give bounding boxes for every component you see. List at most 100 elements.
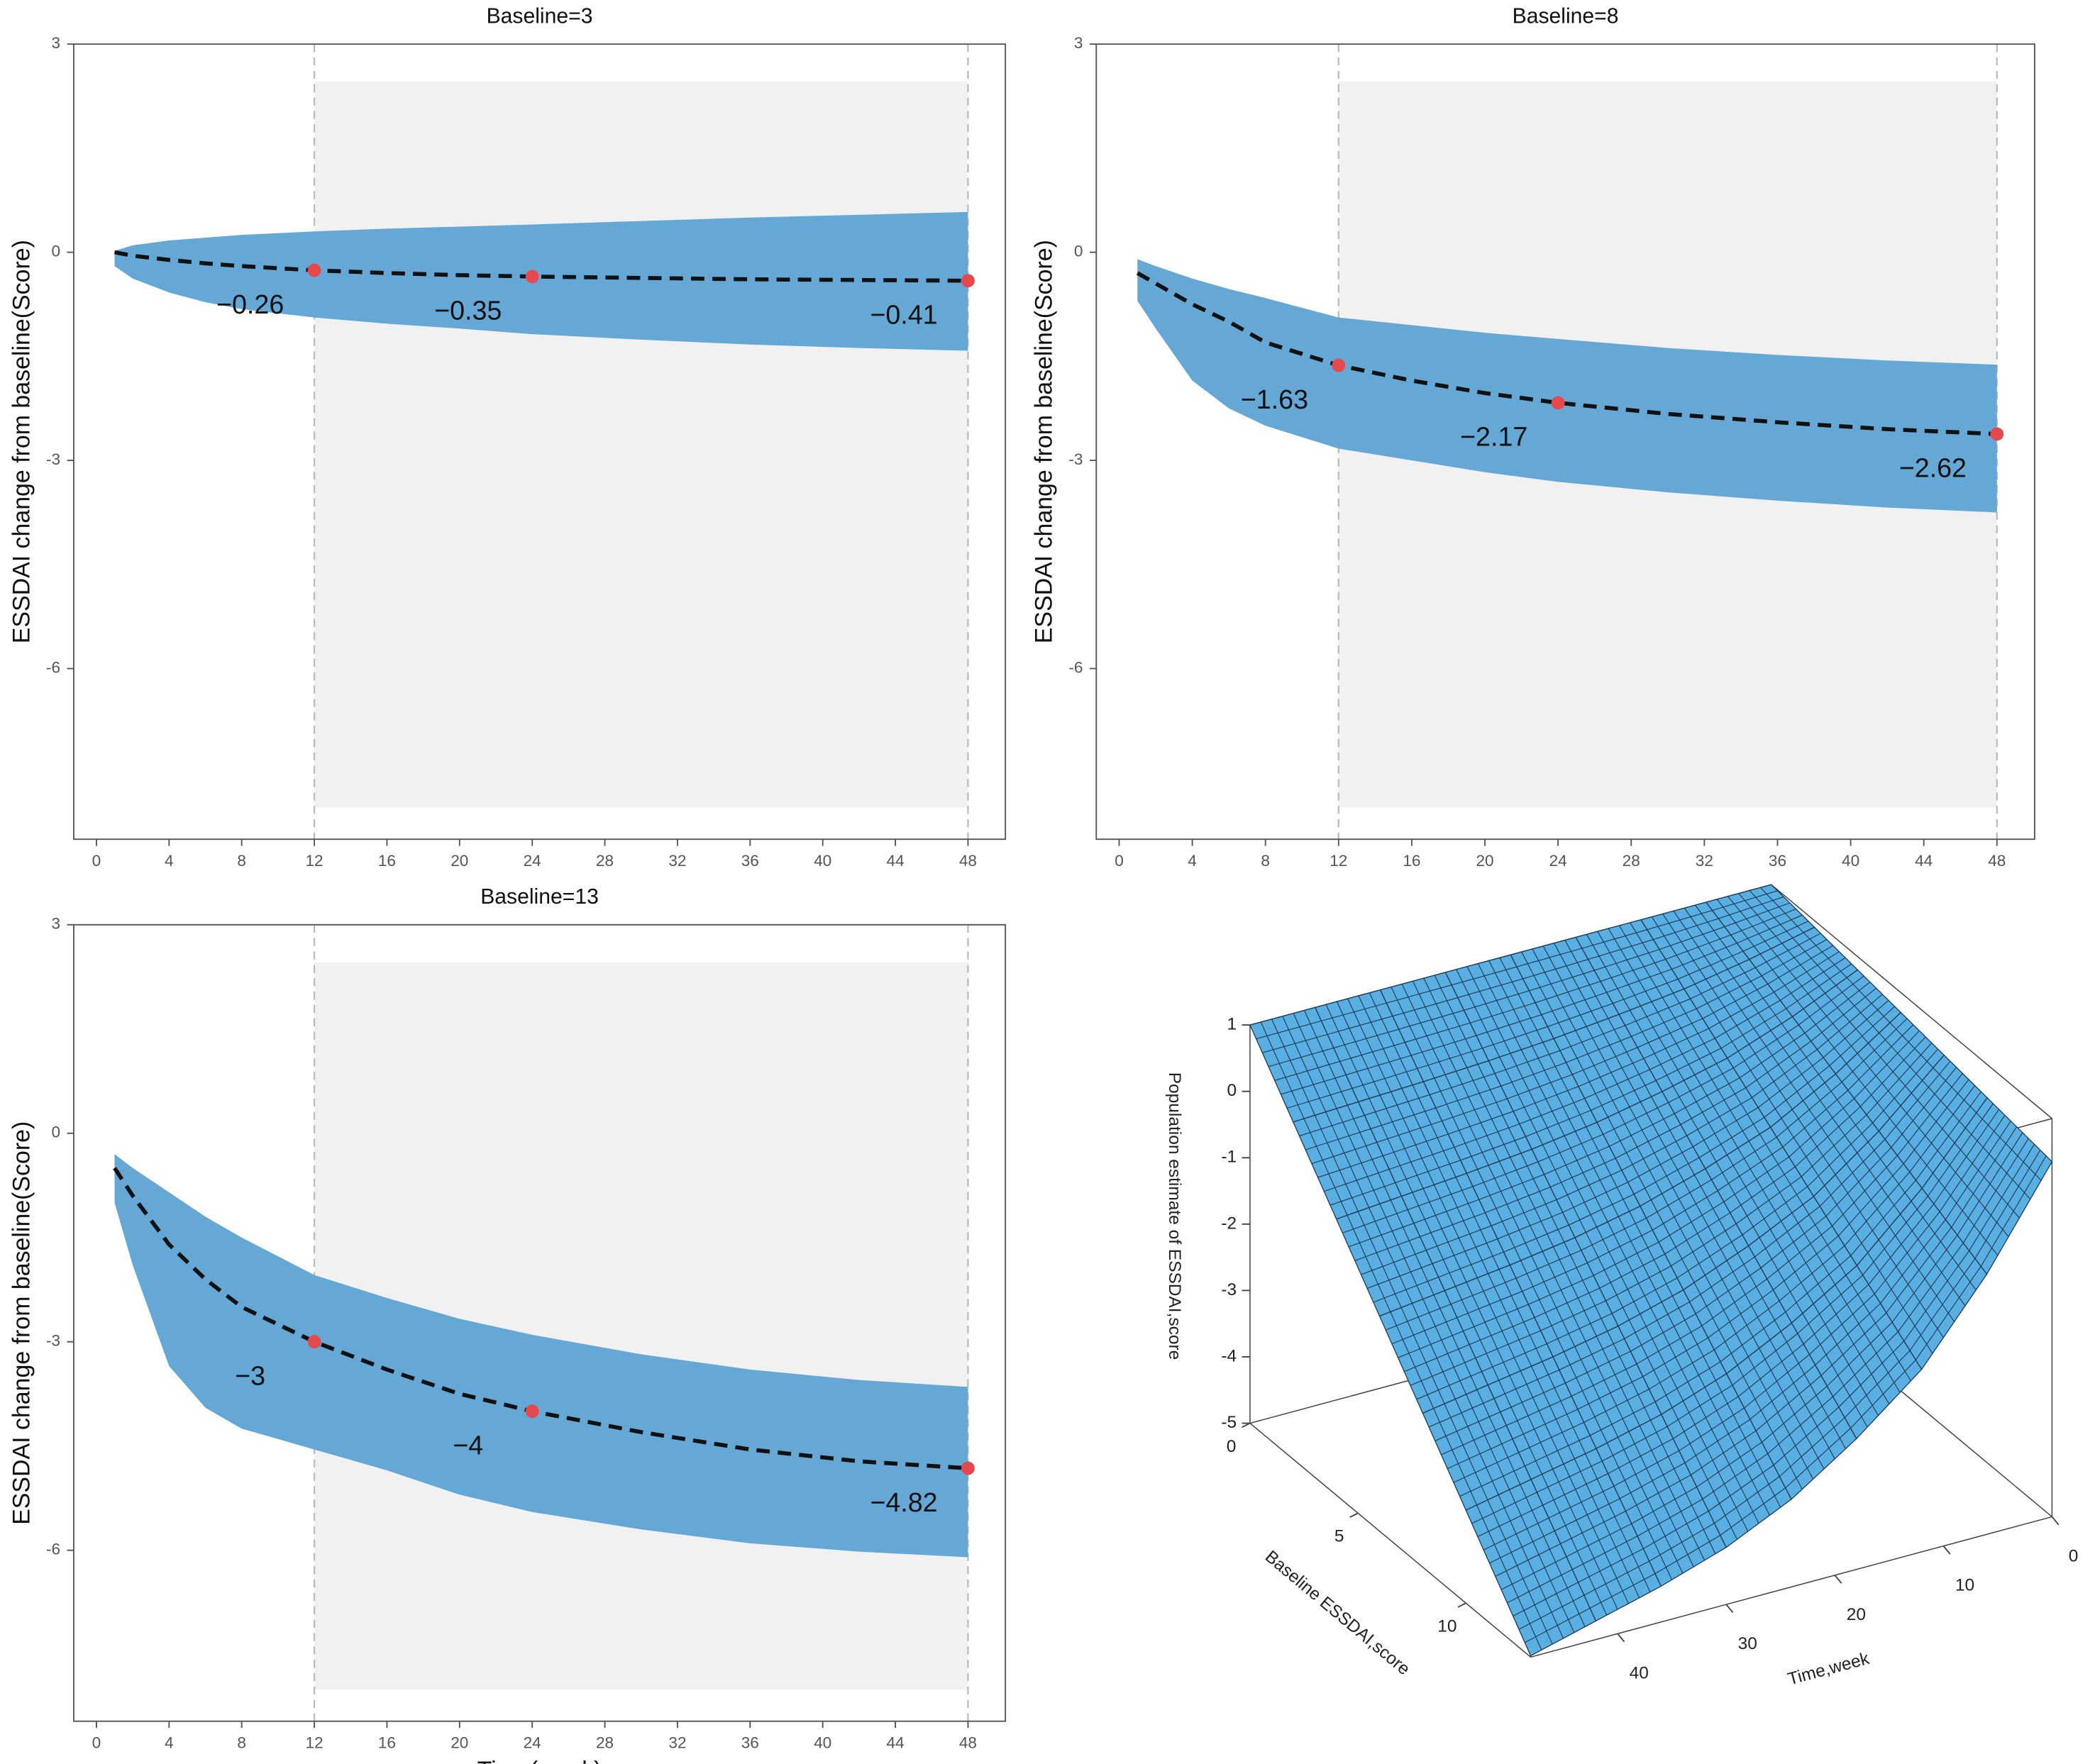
x-tick-label: 44 (1915, 852, 1933, 870)
x-tick-label: 16 (1403, 852, 1420, 870)
x-tick-label: 12 (305, 852, 323, 870)
y-tick-label: 0 (2069, 1546, 2079, 1565)
surface-mesh (1559, 1018, 1657, 1118)
surface-mesh (1430, 1064, 1526, 1170)
y-tick (1617, 1633, 1625, 1643)
y-tick-label: -3 (46, 1332, 60, 1350)
x-tick-label: 4 (1188, 852, 1197, 870)
y-tick (1834, 1575, 1842, 1584)
x-tick-label: 48 (959, 1734, 977, 1752)
box-edge (1771, 884, 2052, 1119)
y-tick-label: 3 (52, 915, 61, 933)
y-tick-label: 40 (1630, 1663, 1649, 1682)
x-tick-label: 44 (886, 852, 904, 870)
panel-title: Baseline=3 (487, 4, 593, 28)
x-tick-label: 24 (524, 1734, 541, 1752)
x-tick-label: 8 (237, 852, 246, 870)
x-tick-label: 12 (305, 1734, 323, 1752)
x-tick-label: 36 (741, 1734, 759, 1752)
x-tick-label: 0 (1115, 852, 1124, 870)
surface-mesh (1625, 992, 1722, 1087)
y-tick-label: -6 (46, 1541, 60, 1558)
mean-line (114, 250, 968, 283)
point (1332, 358, 1346, 372)
y-axis-label: ESSDAI change from baseline(Score) (8, 240, 35, 643)
mean-line (113, 1167, 968, 1470)
x-tick-label: 32 (668, 852, 686, 870)
surface-mesh (1493, 1361, 1591, 1475)
z-tick-label: -4 (1221, 1346, 1237, 1365)
surface-mesh (1647, 904, 1744, 984)
surface-mesh (1862, 1195, 1981, 1360)
surface-mesh (1364, 1085, 1461, 1193)
surface-mesh (1321, 992, 1417, 1099)
box-edge (1249, 1422, 1532, 1658)
surface-mesh (1690, 964, 1787, 1052)
x-tick (1457, 1602, 1466, 1608)
y-tick (1942, 1546, 1951, 1555)
x-tick-label: 44 (886, 1734, 904, 1752)
y-axis-label: Time,week (1786, 1649, 1872, 1690)
y-tick-label: 3 (52, 34, 61, 52)
x-tick-label: 48 (1988, 852, 2006, 870)
x-tick-label: 0 (92, 852, 101, 870)
surface-mesh (1494, 1042, 1591, 1146)
z-tick-label: -3 (1221, 1280, 1237, 1299)
surface-mesh (1797, 1275, 1916, 1429)
y-tick (2051, 1516, 2060, 1526)
data-label: −0.35 (434, 296, 502, 326)
z-tick-label: -5 (1221, 1413, 1237, 1432)
surface-mesh (1581, 922, 1679, 1011)
surface-mesh (1516, 940, 1613, 1035)
surface-mesh (1841, 1018, 1938, 1124)
x-tick-label: 48 (959, 852, 977, 870)
y-tick-label: -6 (46, 659, 60, 677)
data-label: −1.63 (1241, 384, 1308, 414)
point (525, 270, 539, 284)
data-label: −2.62 (1899, 453, 1967, 483)
x-tick-label: 28 (1623, 852, 1640, 870)
x-tick-label: 12 (1330, 852, 1347, 870)
x-tick (1349, 1512, 1359, 1518)
x-tick-label: 4 (165, 1734, 174, 1752)
x-tick-label: 20 (450, 1734, 468, 1752)
x-tick-label: 40 (1842, 852, 1859, 870)
panel-title: Baseline=8 (1513, 4, 1619, 28)
surface-mesh (1408, 1177, 1504, 1287)
surface-mesh (1603, 1096, 1700, 1200)
surface-mesh (1646, 1175, 1743, 1283)
z-axis-label: Population estimate of ESSDAI,score (1165, 1072, 1184, 1360)
x-tick-label: 16 (378, 1734, 396, 1752)
y-tick-label: 20 (1847, 1605, 1866, 1624)
point (1551, 396, 1565, 410)
surface-mesh (1689, 1253, 1786, 1366)
surface-mesh (1668, 1063, 1765, 1163)
surface-mesh (1299, 1104, 1396, 1216)
x-axis-label: Time(week) (477, 1757, 602, 1764)
z-tick-label: 0 (1227, 1081, 1237, 1100)
x-tick-label: 40 (814, 1734, 831, 1752)
surface-mesh (1666, 1380, 1786, 1540)
x-tick-label: 4 (165, 852, 174, 870)
plot-frame (72, 43, 1007, 841)
surface-mesh (1712, 887, 1809, 955)
point (307, 1335, 321, 1349)
surface-mesh (1256, 1010, 1353, 1119)
point (307, 263, 321, 277)
z-tick-label: 1 (1227, 1015, 1237, 1034)
x-tick-label: 32 (668, 1734, 686, 1752)
plot-frame (1095, 43, 2035, 841)
z-tick-label: -2 (1221, 1214, 1237, 1233)
y-tick-label: -3 (1068, 450, 1083, 468)
x-tick-label: 40 (814, 852, 831, 870)
y-tick-label: 0 (52, 243, 61, 260)
y-tick-label: 30 (1738, 1634, 1757, 1653)
x-tick-label: 24 (524, 852, 541, 870)
confidence-band (1137, 259, 1997, 513)
x-tick-label: 24 (1549, 852, 1567, 870)
x-tick-label: 28 (596, 1734, 614, 1752)
surface-mesh (1602, 1419, 1721, 1580)
panel-title: Baseline=13 (480, 885, 599, 909)
